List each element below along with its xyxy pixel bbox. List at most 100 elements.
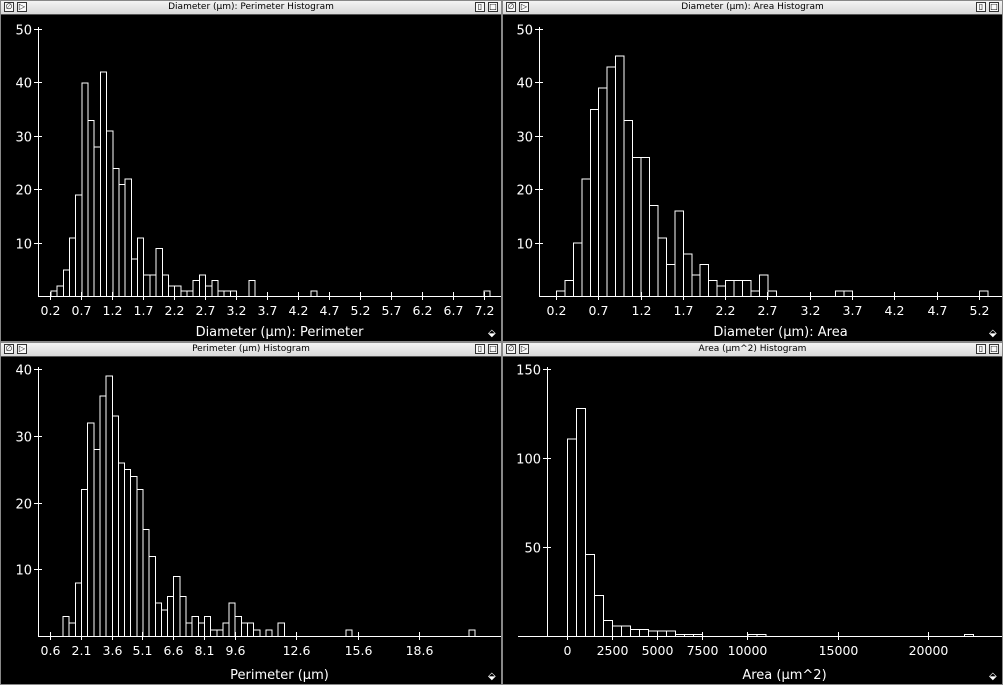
x-tick-label: 20000 — [909, 643, 949, 658]
histogram-window-1[interactable]: ∅ ▷ Diameter (µm): Perimeter Histogram ▯… — [0, 0, 502, 342]
y-tick-label: 20 — [15, 498, 32, 513]
histogram-bar — [699, 263, 710, 298]
x-tick-label: 5.2 — [351, 303, 371, 318]
histogram-window-3[interactable]: ∅ ▷ Perimeter (µm) Histogram ▯ □ 10 20 30 4… — [0, 342, 502, 685]
x-tick-label: 12.6 — [283, 643, 311, 658]
document-icon[interactable]: ▯ — [475, 2, 485, 12]
histogram-bar — [620, 625, 632, 638]
play-icon[interactable]: ▷ — [17, 2, 27, 12]
histogram-bar — [691, 274, 701, 298]
x-tick-label: 5000 — [642, 643, 674, 658]
play-icon[interactable]: ▷ — [519, 2, 529, 12]
document-icon[interactable]: ▯ — [976, 344, 986, 354]
x-tick-label: 0.2 — [547, 303, 567, 318]
histogram-bar — [130, 258, 139, 297]
histogram-bar — [246, 622, 255, 637]
histogram-bar — [191, 615, 199, 638]
x-tick-label: 10000 — [728, 643, 768, 658]
x-tick-label: 2.1 — [72, 643, 92, 658]
resize-handle-icon[interactable]: ⬙ — [488, 328, 496, 339]
x-tick-label: 5.2 — [970, 303, 990, 318]
window-title: Perimeter (µm) Histogram — [192, 344, 310, 354]
x-tick-label: 0.2 — [41, 303, 61, 318]
play-icon[interactable]: ▷ — [17, 344, 27, 354]
histogram-bar — [611, 625, 622, 638]
window-title: Diameter (µm): Area Histogram — [681, 2, 824, 12]
histogram-bar — [118, 183, 126, 297]
zoom-box-icon[interactable]: □ — [989, 344, 999, 354]
y-tick-label: 30 — [516, 131, 533, 146]
window-titlebar[interactable]: ∅ ▷ Diameter (µm): Area Histogram ▯ □ — [503, 1, 1002, 15]
close-box-icon[interactable]: ∅ — [4, 2, 14, 12]
zoom-box-icon[interactable]: □ — [488, 344, 498, 354]
histogram-bar — [161, 274, 169, 298]
histogram-bar — [240, 622, 248, 637]
histogram-plot: 10 20 30 40 50 0.2 0.7 1.2 1.7 2.2 2.7 3.2 3.7 4.2 4.7… — [516, 24, 1002, 340]
histogram-plot: 50 100 150 0 2500 5000 7500 10000 15000 20000 Area… — [516, 364, 1002, 683]
histogram-bar — [682, 253, 693, 297]
histogram-bar — [566, 438, 577, 637]
x-tick-label: 1.2 — [103, 303, 123, 318]
close-box-icon[interactable]: ∅ — [506, 344, 516, 354]
histogram-bar — [598, 87, 608, 297]
histogram-bar — [666, 630, 677, 638]
histogram-bar — [555, 290, 566, 298]
x-tick-label: 3.7 — [258, 303, 278, 318]
y-tick-label: 40 — [15, 364, 32, 379]
histogram-bar — [174, 285, 182, 298]
histogram-bar — [640, 157, 650, 297]
histogram-bar — [56, 285, 64, 298]
histogram-bar — [203, 615, 212, 638]
histogram-bar — [142, 529, 150, 637]
play-icon[interactable]: ▷ — [519, 344, 529, 354]
histogram-bar — [572, 242, 583, 298]
histogram-bar — [222, 622, 230, 637]
x-tick-label: 15.6 — [345, 643, 373, 658]
y-tick-label: 30 — [15, 431, 32, 446]
x-tick-label: 1.7 — [674, 303, 694, 318]
histogram-bar — [81, 489, 89, 637]
histogram-bar — [674, 210, 684, 297]
histogram-bar — [137, 237, 145, 297]
x-tick-label: 6.2 — [413, 303, 433, 318]
window-titlebar[interactable]: ∅ ▷ Perimeter (µm) Histogram ▯ □ — [1, 343, 501, 357]
histogram-bar — [623, 119, 634, 297]
histogram-bar — [615, 55, 625, 298]
x-tick-label: 4.7 — [928, 303, 948, 318]
histogram-bar — [143, 274, 151, 298]
zoom-box-icon[interactable]: □ — [488, 2, 498, 12]
y-tick-label: 50 — [524, 542, 541, 557]
histogram-bar — [99, 395, 107, 638]
histogram-bar — [593, 595, 604, 637]
zoom-box-icon[interactable]: □ — [989, 2, 999, 12]
y-tick-label: 10 — [516, 238, 533, 253]
resize-handle-icon[interactable]: ⬙ — [989, 328, 997, 339]
y-tick-label: 20 — [15, 184, 32, 199]
histogram-window-2[interactable]: ∅ ▷ Diameter (µm): Area Histogram ▯ □ 10… — [502, 0, 1003, 342]
resize-handle-icon[interactable]: ⬙ — [488, 671, 496, 682]
histogram-bar — [216, 629, 224, 638]
document-icon[interactable]: ▯ — [976, 2, 986, 12]
histogram-bar — [277, 622, 285, 637]
x-axis-label: Diameter (µm): Area — [713, 325, 847, 340]
window-titlebar[interactable]: ∅ ▷ Area (µm^2) Histogram ▯ □ — [503, 343, 1002, 357]
close-box-icon[interactable]: ∅ — [4, 344, 14, 354]
histogram-bar — [584, 554, 595, 637]
close-box-icon[interactable]: ∅ — [506, 2, 516, 12]
resize-handle-icon[interactable]: ⬙ — [989, 671, 997, 682]
histogram-bar — [632, 157, 642, 297]
histogram-bar — [186, 290, 194, 298]
histogram-bar — [74, 582, 83, 638]
histogram-bar — [149, 274, 157, 298]
document-icon[interactable]: ▯ — [475, 344, 485, 354]
histogram-bar — [179, 595, 187, 637]
histogram-bar — [106, 130, 114, 297]
histogram-bar — [93, 146, 101, 297]
histogram-bar — [835, 290, 845, 298]
histogram-bar — [185, 622, 193, 637]
window-titlebar[interactable]: ∅ ▷ Diameter (µm): Perimeter Histogram ▯… — [1, 1, 501, 15]
histogram-bar — [68, 237, 77, 297]
histogram-window-4[interactable]: ∅ ▷ Area (µm^2) Histogram ▯ □ 50 100 150 0 2… — [502, 342, 1003, 685]
histogram-bar — [602, 619, 613, 638]
histogram-bar — [173, 575, 181, 638]
